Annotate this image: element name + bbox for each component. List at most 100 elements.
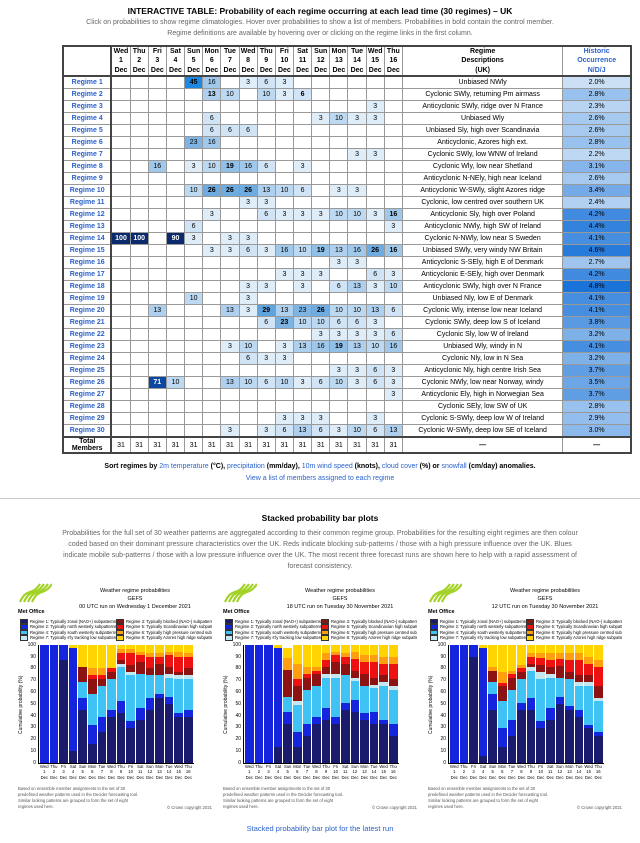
prob-cell[interactable]: 3 bbox=[347, 364, 367, 378]
latest-run-link[interactable]: Stacked probability bar plot for the lat… bbox=[246, 823, 394, 833]
prob-cell[interactable]: 3 bbox=[256, 280, 276, 294]
prob-cell[interactable]: 90 bbox=[165, 232, 186, 246]
prob-cell[interactable]: 23 bbox=[274, 316, 294, 330]
prob-cell[interactable]: 3 bbox=[365, 280, 385, 294]
prob-cell[interactable]: 6 bbox=[311, 376, 331, 390]
sort-snowfall-link[interactable]: snowfall bbox=[441, 463, 467, 471]
prob-cell[interactable]: 3 bbox=[238, 304, 258, 318]
prob-cell[interactable]: 6 bbox=[365, 424, 385, 438]
prob-cell[interactable]: 6 bbox=[329, 316, 349, 330]
regime-link-19[interactable]: Regime 19 bbox=[69, 295, 105, 303]
prob-cell[interactable]: 3 bbox=[256, 352, 276, 366]
prob-cell[interactable]: 10 bbox=[238, 376, 258, 390]
prob-cell[interactable]: 3 bbox=[347, 256, 367, 270]
prob-cell[interactable]: 10 bbox=[220, 88, 240, 102]
prob-cell[interactable]: 3 bbox=[383, 268, 403, 282]
prob-cell[interactable]: 3 bbox=[292, 268, 313, 282]
prob-cell[interactable]: 3 bbox=[365, 208, 385, 222]
prob-cell[interactable]: 3 bbox=[292, 376, 313, 390]
prob-cell[interactable]: 10 bbox=[383, 280, 403, 294]
prob-cell[interactable]: 3 bbox=[220, 424, 240, 438]
prob-cell[interactable]: 10 bbox=[311, 316, 331, 330]
prob-cell[interactable]: 3 bbox=[347, 328, 367, 342]
prob-cell[interactable]: 13 bbox=[220, 376, 240, 390]
regime-link-15[interactable]: Regime 15 bbox=[69, 247, 105, 255]
sort-cloud-link[interactable]: cloud cover bbox=[381, 463, 418, 471]
prob-cell[interactable]: 6 bbox=[184, 220, 204, 234]
prob-cell[interactable]: 19 bbox=[220, 160, 240, 174]
prob-cell[interactable]: 10 bbox=[329, 376, 349, 390]
prob-cell[interactable]: 3 bbox=[329, 184, 349, 198]
prob-cell[interactable]: 3 bbox=[274, 208, 294, 222]
prob-cell[interactable]: 3 bbox=[292, 412, 313, 426]
prob-cell[interactable]: 6 bbox=[256, 208, 276, 222]
sort-precipitation-link[interactable]: precipitation bbox=[227, 463, 265, 471]
prob-cell[interactable]: 3 bbox=[329, 364, 349, 378]
prob-cell[interactable]: 10 bbox=[292, 244, 313, 258]
prob-cell[interactable]: 3 bbox=[256, 244, 276, 258]
prob-cell[interactable]: 6 bbox=[365, 268, 385, 282]
prob-cell[interactable]: 16 bbox=[383, 244, 403, 258]
regime-link-28[interactable]: Regime 28 bbox=[69, 403, 105, 411]
prob-cell[interactable]: 13 bbox=[347, 280, 367, 294]
prob-cell[interactable]: 3 bbox=[202, 244, 222, 258]
prob-cell[interactable]: 3 bbox=[365, 100, 385, 114]
prob-cell[interactable]: 13 bbox=[220, 304, 240, 318]
regime-link-18[interactable]: Regime 18 bbox=[69, 283, 105, 291]
prob-cell[interactable]: 3 bbox=[365, 112, 385, 126]
regime-link-16[interactable]: Regime 16 bbox=[69, 259, 105, 267]
prob-cell[interactable]: 3 bbox=[329, 424, 349, 438]
prob-cell[interactable]: 3 bbox=[311, 268, 331, 282]
regime-link-20[interactable]: Regime 20 bbox=[69, 307, 105, 315]
prob-cell[interactable]: 3 bbox=[292, 208, 313, 222]
prob-cell[interactable]: 3 bbox=[238, 196, 258, 210]
regime-link-4[interactable]: Regime 4 bbox=[71, 115, 103, 123]
prob-cell[interactable]: 26 bbox=[220, 184, 240, 198]
prob-cell[interactable]: 10 bbox=[202, 160, 222, 174]
regime-link-10[interactable]: Regime 10 bbox=[69, 187, 105, 195]
prob-cell[interactable]: 6 bbox=[238, 352, 258, 366]
regime-link-2[interactable]: Regime 2 bbox=[71, 91, 103, 99]
prob-cell[interactable]: 3 bbox=[347, 148, 367, 162]
prob-cell[interactable]: 29 bbox=[256, 304, 276, 318]
prob-cell[interactable]: 3 bbox=[274, 352, 294, 366]
regime-link-3[interactable]: Regime 3 bbox=[71, 103, 103, 111]
prob-cell[interactable]: 16 bbox=[383, 208, 403, 222]
prob-cell[interactable]: 10 bbox=[329, 208, 349, 222]
prob-cell[interactable]: 16 bbox=[202, 75, 222, 90]
prob-cell[interactable]: 3 bbox=[274, 412, 294, 426]
prob-cell[interactable]: 3 bbox=[292, 160, 313, 174]
regime-link-23[interactable]: Regime 23 bbox=[69, 343, 105, 351]
prob-cell[interactable]: 3 bbox=[256, 424, 276, 438]
sort-wind-link[interactable]: 10m wind speed bbox=[301, 463, 353, 471]
prob-cell[interactable]: 3 bbox=[274, 268, 294, 282]
prob-cell[interactable]: 6 bbox=[311, 424, 331, 438]
prob-cell[interactable]: 3 bbox=[238, 75, 258, 90]
prob-cell[interactable]: 13 bbox=[329, 244, 349, 258]
regime-link-21[interactable]: Regime 21 bbox=[69, 319, 105, 327]
prob-cell[interactable]: 3 bbox=[274, 340, 294, 354]
regime-link-14[interactable]: Regime 14 bbox=[69, 235, 105, 243]
prob-cell[interactable]: 16 bbox=[147, 160, 167, 174]
prob-cell[interactable]: 3 bbox=[202, 208, 222, 222]
prob-cell[interactable]: 3 bbox=[329, 328, 349, 342]
regime-link-5[interactable]: Regime 5 bbox=[71, 127, 103, 135]
prob-cell[interactable]: 3 bbox=[292, 280, 313, 294]
prob-cell[interactable]: 16 bbox=[383, 340, 403, 354]
regime-link-30[interactable]: Regime 30 bbox=[69, 427, 105, 435]
prob-cell[interactable]: 6 bbox=[383, 304, 403, 318]
prob-cell[interactable]: 3 bbox=[347, 184, 367, 198]
prob-cell[interactable]: 3 bbox=[383, 388, 403, 402]
regime-link-1[interactable]: Regime 1 bbox=[71, 79, 103, 87]
prob-cell[interactable]: 3 bbox=[383, 376, 403, 390]
prob-cell[interactable]: 10 bbox=[365, 340, 385, 354]
regime-link-9[interactable]: Regime 9 bbox=[71, 175, 103, 183]
prob-cell[interactable]: 13 bbox=[292, 340, 313, 354]
prob-cell[interactable]: 71 bbox=[147, 376, 167, 390]
regime-link-29[interactable]: Regime 29 bbox=[69, 415, 105, 423]
prob-cell[interactable]: 45 bbox=[184, 75, 204, 90]
prob-cell[interactable]: 26 bbox=[365, 244, 385, 258]
prob-cell[interactable]: 6 bbox=[347, 316, 367, 330]
prob-cell[interactable]: 3 bbox=[329, 256, 349, 270]
prob-cell[interactable]: 10 bbox=[184, 292, 204, 306]
